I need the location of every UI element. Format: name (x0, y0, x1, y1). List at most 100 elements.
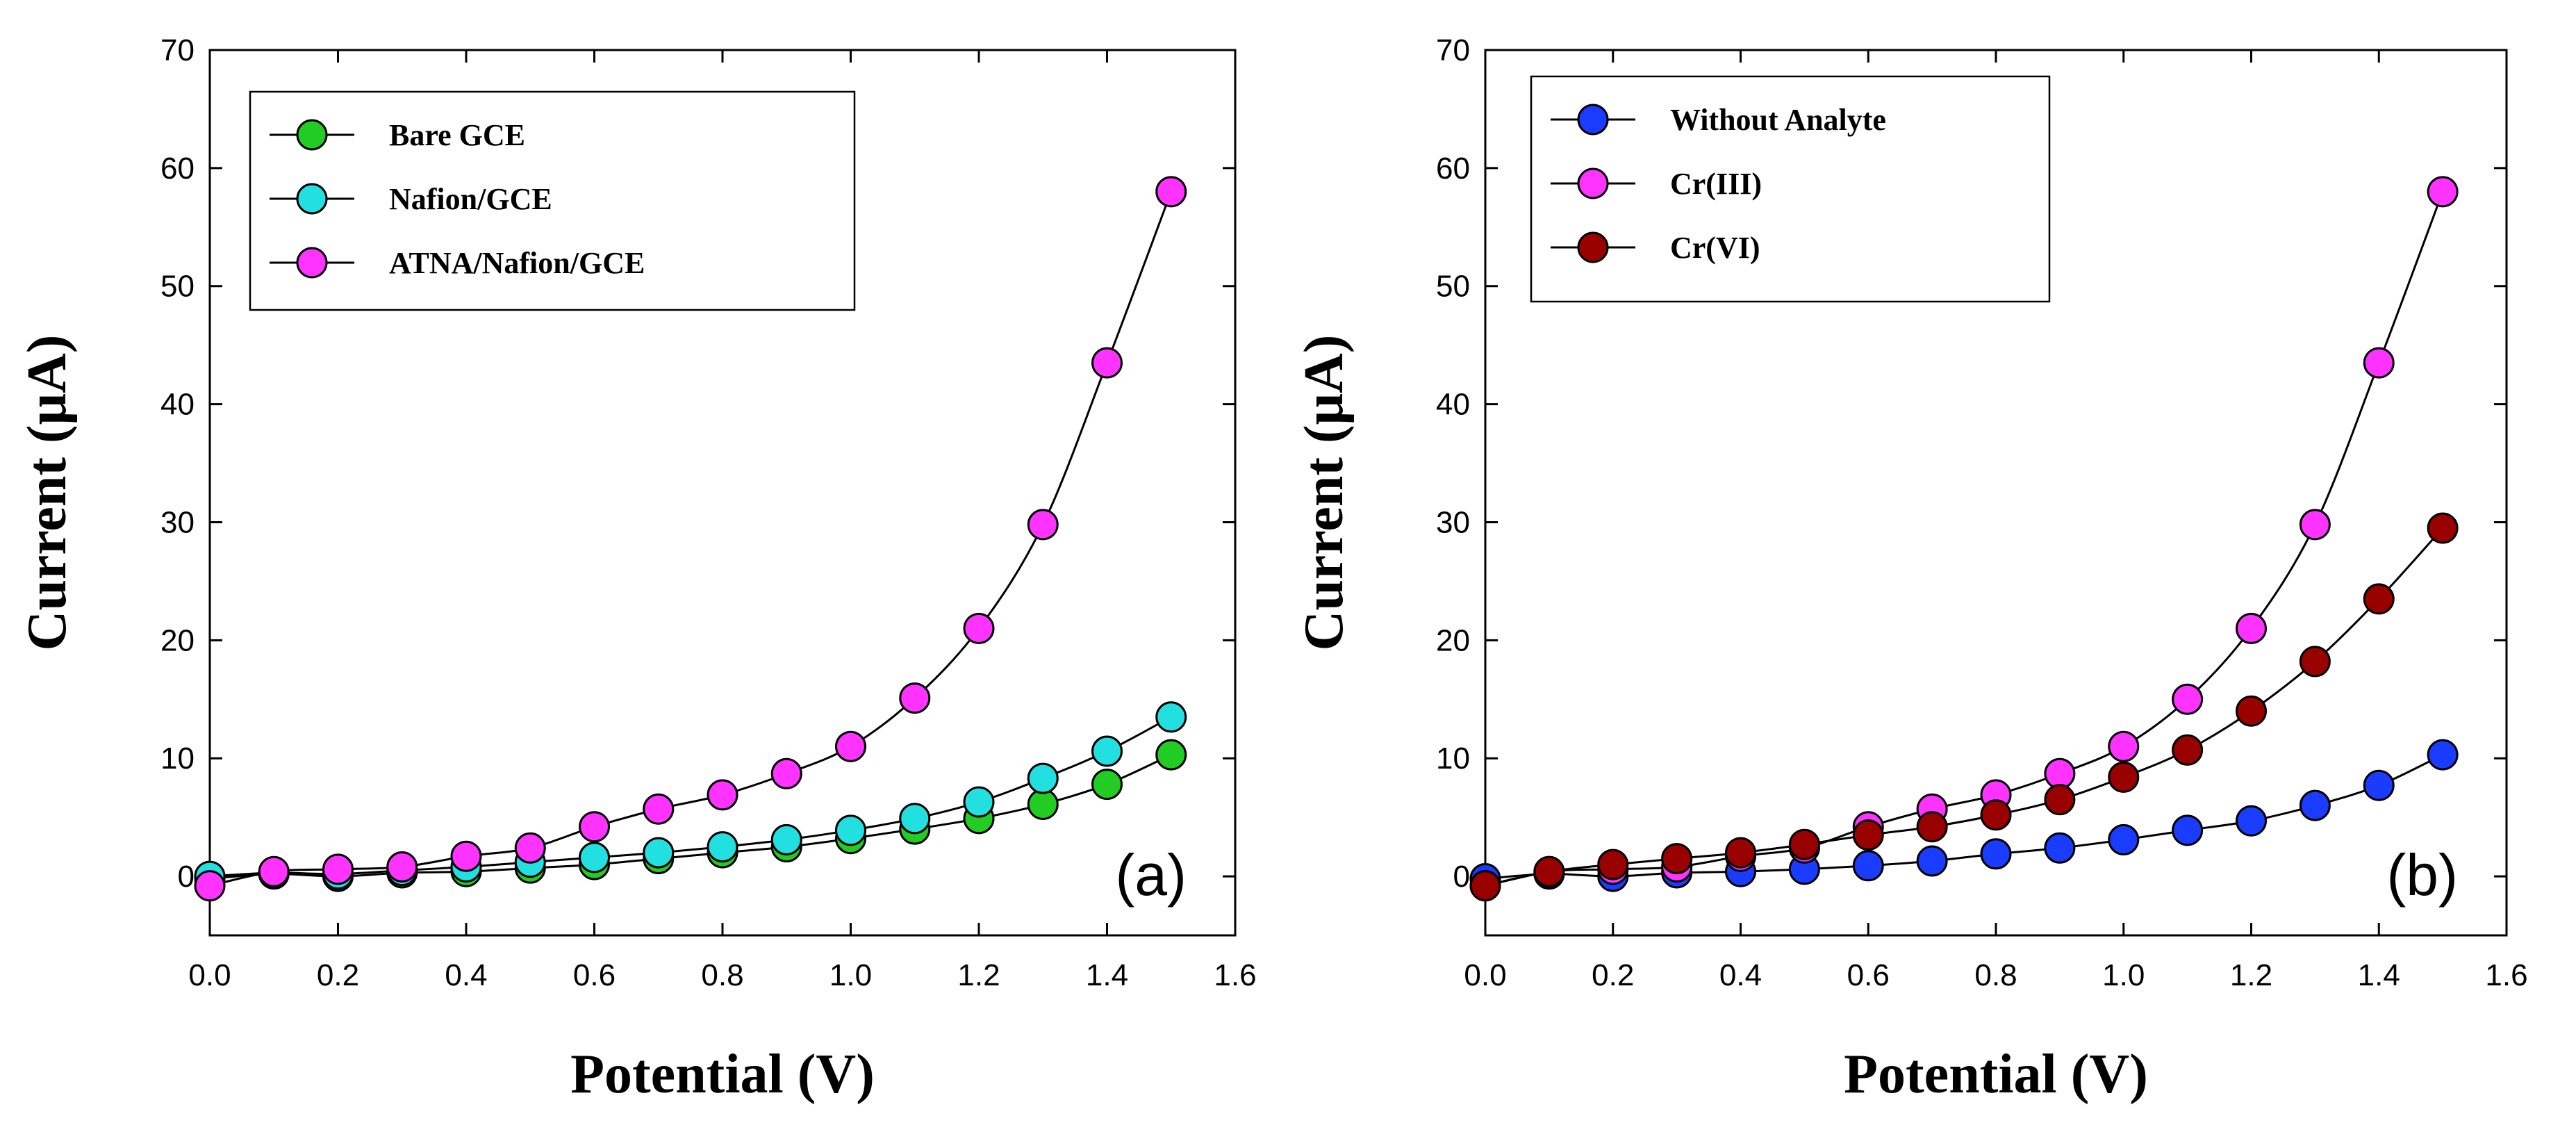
data-point-series-3 (2299, 646, 2331, 678)
data-point-series-1 (2108, 823, 2140, 855)
x-axis-label: Potential (V) (1844, 1044, 2148, 1105)
data-point-series-1 (2044, 832, 2076, 864)
y-tick-label: 0 (178, 860, 195, 894)
data-point-series-2 (643, 837, 675, 869)
x-axis-label: Potential (V) (570, 1044, 875, 1105)
data-point-series-3 (899, 682, 931, 714)
legend-label: Cr(III) (1670, 167, 1762, 201)
legend-label: Cr(VI) (1670, 231, 1760, 265)
y-tick-label: 30 (160, 505, 195, 539)
data-point-series-3 (386, 851, 418, 883)
x-tick-label: 0.8 (701, 958, 743, 992)
y-tick-label: 60 (1436, 151, 1470, 186)
x-tick-label: 0.4 (1719, 958, 1762, 992)
data-point-series-3 (450, 840, 482, 872)
data-point-series-3 (2044, 784, 2076, 816)
y-tick-label: 10 (1436, 741, 1470, 776)
legend-box (1530, 75, 2051, 303)
legend-box (249, 90, 856, 311)
data-point-series-1 (1091, 769, 1123, 801)
data-point-series-2 (770, 823, 802, 855)
data-point-series-1 (1916, 845, 1948, 877)
data-point-series-3 (963, 612, 995, 644)
data-point-series-2 (2363, 347, 2395, 379)
data-point-series-3 (1597, 848, 1629, 880)
data-point-series-1 (1027, 788, 1059, 820)
data-point-series-3 (258, 855, 290, 887)
y-tick-label: 40 (160, 388, 195, 422)
data-point-series-1 (2299, 789, 2331, 821)
data-point-series-3 (643, 793, 675, 825)
y-axis-label: Current (μA) (1294, 335, 1355, 651)
y-tick-label: 0 (1453, 860, 1470, 894)
data-point-series-3 (2363, 583, 2395, 615)
data-point-series-3 (1980, 799, 2012, 831)
data-point-series-3 (1852, 819, 1884, 851)
data-point-series-2 (2236, 612, 2267, 644)
data-point-series-1 (2236, 805, 2267, 837)
data-point-series-2 (707, 831, 738, 863)
x-tick-label: 1.0 (2102, 958, 2145, 992)
data-point-series-3 (707, 779, 738, 811)
data-point-series-3 (2108, 761, 2140, 793)
y-tick-label: 40 (1436, 388, 1470, 422)
data-point-series-3 (1155, 176, 1187, 208)
data-point-series-3 (514, 832, 546, 864)
data-point-series-3 (1916, 811, 1948, 843)
data-point-series-2 (1155, 701, 1187, 733)
data-point-series-3 (770, 757, 802, 789)
x-tick-label: 0.8 (1974, 958, 2017, 992)
legend-marker (1577, 167, 1609, 199)
x-tick-label: 1.6 (2485, 958, 2527, 992)
legend-label: Without Analyte (1670, 103, 1886, 137)
y-tick-label: 30 (1436, 505, 1470, 539)
data-point-series-3 (2236, 695, 2267, 727)
panel-label: (a) (1115, 842, 1187, 908)
x-tick-label: 0.6 (573, 958, 616, 992)
data-point-series-1 (1980, 838, 2012, 870)
series-line-3 (1485, 527, 2444, 887)
data-point-series-3 (1469, 870, 1501, 902)
data-point-series-3 (2172, 734, 2204, 766)
data-point-series-1 (1155, 739, 1187, 771)
x-tick-label: 1.0 (829, 958, 872, 992)
data-point-series-3 (1788, 828, 1820, 860)
data-point-series-2 (963, 786, 995, 818)
y-tick-label: 70 (160, 33, 195, 67)
panel-b: 0 10 20 30 40 50 60 70 0.0 0.2 0.4 0.6 0.8 1.0 1.2 1.4 1… (1294, 33, 2528, 1105)
data-point-series-3 (194, 870, 226, 902)
x-tick-label: 0.0 (188, 958, 231, 992)
data-point-series-1 (2172, 814, 2204, 846)
data-point-series-3 (1533, 855, 1565, 887)
data-point-series-2 (579, 842, 610, 874)
data-point-series-2 (2299, 509, 2331, 541)
x-tick-label: 1.2 (2230, 958, 2272, 992)
x-tick-label: 1.2 (957, 958, 1000, 992)
x-tick-label: 1.4 (1086, 958, 1128, 992)
data-point-series-3 (322, 853, 354, 885)
legend-marker (1577, 231, 1609, 263)
data-point-series-3 (1725, 837, 1756, 869)
x-tick-label: 0.2 (317, 958, 359, 992)
x-tick-label: 0.0 (1464, 958, 1506, 992)
y-tick-label: 20 (160, 623, 195, 657)
data-point-series-3 (1091, 347, 1123, 379)
legend-marker (296, 183, 328, 215)
series-line-1 (209, 753, 1172, 880)
legend-marker (296, 247, 328, 279)
data-point-series-2 (835, 814, 866, 846)
legend-label: Bare GCE (389, 118, 525, 152)
data-point-series-3 (835, 730, 866, 762)
data-point-series-2 (1027, 762, 1059, 794)
x-tick-label: 0.4 (445, 958, 487, 992)
y-tick-label: 50 (1436, 270, 1470, 304)
legend-marker (1577, 104, 1609, 136)
data-point-series-2 (1091, 735, 1123, 767)
legend-marker (296, 119, 328, 151)
legend-label: ATNA/Nafion/GCE (389, 246, 645, 280)
data-point-series-2 (899, 803, 931, 835)
y-axis-label: Current (μA) (17, 335, 78, 651)
y-tick-label: 20 (1436, 623, 1470, 657)
data-point-series-2 (2044, 757, 2076, 789)
